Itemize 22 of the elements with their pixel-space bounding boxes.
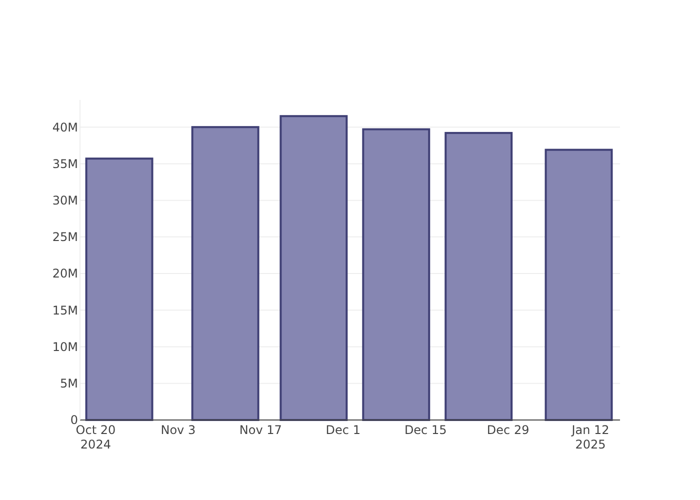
y-tick-label: 20M bbox=[52, 266, 78, 281]
bar bbox=[280, 115, 348, 421]
x-tick-label: Dec 15 bbox=[404, 423, 447, 437]
bar bbox=[544, 148, 613, 421]
y-tick-label: 25M bbox=[52, 230, 78, 244]
bar bbox=[191, 126, 260, 421]
x-tick-label: Dec 1 bbox=[326, 423, 360, 437]
bar bbox=[362, 128, 430, 421]
y-tick-label: 5M bbox=[60, 376, 78, 391]
x-tick-label: Nov 3 bbox=[160, 423, 196, 437]
x-tick-label: Nov 17 bbox=[239, 423, 282, 437]
y-tick-label: 0 bbox=[70, 413, 78, 428]
y-tick-label: 15M bbox=[52, 303, 78, 318]
x-tick-label: Jan 12 2025 bbox=[570, 423, 610, 452]
y-tick-label: 30M bbox=[52, 194, 78, 208]
y-tick-label: 35M bbox=[52, 156, 78, 171]
y-tick-label: 10M bbox=[52, 340, 78, 354]
bar bbox=[444, 132, 513, 421]
x-tick-label: Oct 20 2024 bbox=[76, 423, 116, 452]
x-tick-label: Dec 29 bbox=[486, 423, 530, 437]
bar bbox=[85, 158, 154, 421]
y-tick-label: 40M bbox=[52, 120, 78, 134]
